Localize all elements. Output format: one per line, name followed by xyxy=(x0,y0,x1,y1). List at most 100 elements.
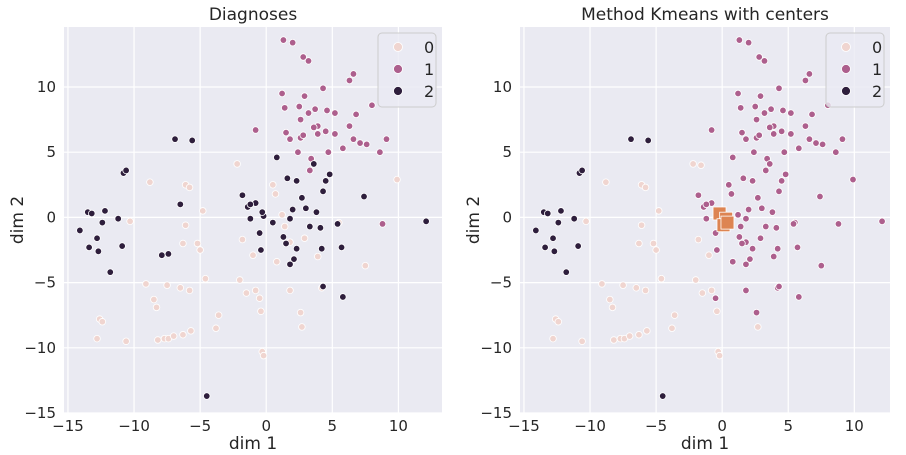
point-series-2 xyxy=(273,153,281,162)
point-series-0 xyxy=(300,234,309,242)
point-series-1 xyxy=(777,127,786,136)
point-series-1 xyxy=(752,115,761,124)
point-series-0 xyxy=(602,178,610,186)
point-series-0 xyxy=(257,307,265,315)
legend-box xyxy=(377,32,437,108)
point-series-1 xyxy=(362,140,371,149)
point-series-2 xyxy=(574,242,582,250)
point-series-0 xyxy=(641,286,650,295)
point-series-2 xyxy=(337,243,346,252)
x-tick-label: −15 xyxy=(52,417,84,435)
point-series-1 xyxy=(310,123,318,132)
y-tick-label: 0 xyxy=(502,208,512,226)
point-series-0 xyxy=(643,327,651,335)
point-series-2 xyxy=(544,209,552,218)
point-series-1 xyxy=(735,36,744,44)
point-series-2 xyxy=(269,218,277,227)
point-series-0 xyxy=(126,217,134,226)
point-series-0 xyxy=(393,175,401,184)
point-series-1 xyxy=(746,255,754,263)
y-axis-label: dim 2 xyxy=(8,196,28,244)
point-series-1 xyxy=(296,115,305,124)
point-series-0 xyxy=(286,286,294,295)
y-tick-label: 10 xyxy=(37,78,56,96)
x-tick-label: 0 xyxy=(717,417,727,435)
chart-title: Method Kmeans with centers xyxy=(581,5,829,25)
point-series-2 xyxy=(257,246,265,254)
legend-box xyxy=(825,32,885,108)
point-series-1 xyxy=(758,204,766,212)
point-series-0 xyxy=(242,289,251,297)
point-series-2 xyxy=(316,224,325,232)
point-series-0 xyxy=(635,331,643,339)
point-series-2 xyxy=(292,244,301,253)
x-tick-label: −5 xyxy=(189,417,211,435)
point-series-1 xyxy=(251,126,260,134)
legend-label-1: 1 xyxy=(872,60,882,79)
point-series-0 xyxy=(201,274,210,283)
point-series-1 xyxy=(725,181,733,189)
chart-title: Diagnoses xyxy=(209,5,298,25)
point-series-0 xyxy=(179,239,187,248)
point-series-2 xyxy=(286,214,294,223)
legend-label-2: 2 xyxy=(872,82,882,101)
point-series-2 xyxy=(644,136,652,145)
point-series-2 xyxy=(290,255,298,263)
point-series-0 xyxy=(169,332,178,340)
point-series-0 xyxy=(142,280,150,288)
point-series-2 xyxy=(106,268,114,276)
point-series-2 xyxy=(312,208,321,216)
point-series-1 xyxy=(779,106,787,115)
point-series-1 xyxy=(345,76,354,85)
point-series-2 xyxy=(118,242,126,250)
x-tick-label: 5 xyxy=(328,417,338,435)
point-series-2 xyxy=(550,247,559,255)
legend-label-2: 2 xyxy=(424,82,434,101)
point-series-1 xyxy=(744,38,753,47)
point-series-1 xyxy=(339,144,347,152)
legend-label-1: 1 xyxy=(424,60,434,79)
point-series-1 xyxy=(281,104,289,112)
point-series-2 xyxy=(319,187,327,196)
cluster-center-marker xyxy=(720,215,735,230)
point-series-1 xyxy=(378,220,387,228)
point-series-0 xyxy=(271,190,280,198)
point-series-2 xyxy=(578,166,586,175)
x-tick-label: −5 xyxy=(645,417,667,435)
point-series-0 xyxy=(657,274,666,283)
point-series-0 xyxy=(259,351,268,360)
point-series-1 xyxy=(838,135,847,143)
point-series-0 xyxy=(187,327,195,335)
point-series-0 xyxy=(655,207,663,215)
point-series-0 xyxy=(196,246,204,254)
point-series-1 xyxy=(314,130,322,138)
point-series-0 xyxy=(273,258,281,266)
point-series-0 xyxy=(641,183,650,192)
point-series-0 xyxy=(296,308,305,317)
point-series-0 xyxy=(625,332,634,340)
point-series-1 xyxy=(736,222,745,231)
x-axis-label: dim 1 xyxy=(229,434,277,454)
point-series-1 xyxy=(795,144,803,152)
point-series-1 xyxy=(801,76,810,85)
point-series-2 xyxy=(659,392,667,400)
point-series-1 xyxy=(299,131,307,139)
point-series-0 xyxy=(713,307,721,315)
point-series-0 xyxy=(635,239,643,248)
point-series-2 xyxy=(549,234,557,242)
point-series-0 xyxy=(238,235,247,244)
point-series-0 xyxy=(176,284,185,292)
point-series-1 xyxy=(775,187,783,196)
point-series-0 xyxy=(668,324,676,332)
point-series-0 xyxy=(670,311,679,319)
point-series-2 xyxy=(557,207,565,215)
point-series-1 xyxy=(775,282,783,291)
point-series-1 xyxy=(755,53,763,61)
point-series-2 xyxy=(339,293,347,301)
point-series-1 xyxy=(832,148,840,156)
point-series-0 xyxy=(554,318,563,326)
point-series-2 xyxy=(541,243,549,252)
point-series-0 xyxy=(697,161,705,169)
point-series-1 xyxy=(711,294,720,302)
point-series-1 xyxy=(787,130,795,138)
